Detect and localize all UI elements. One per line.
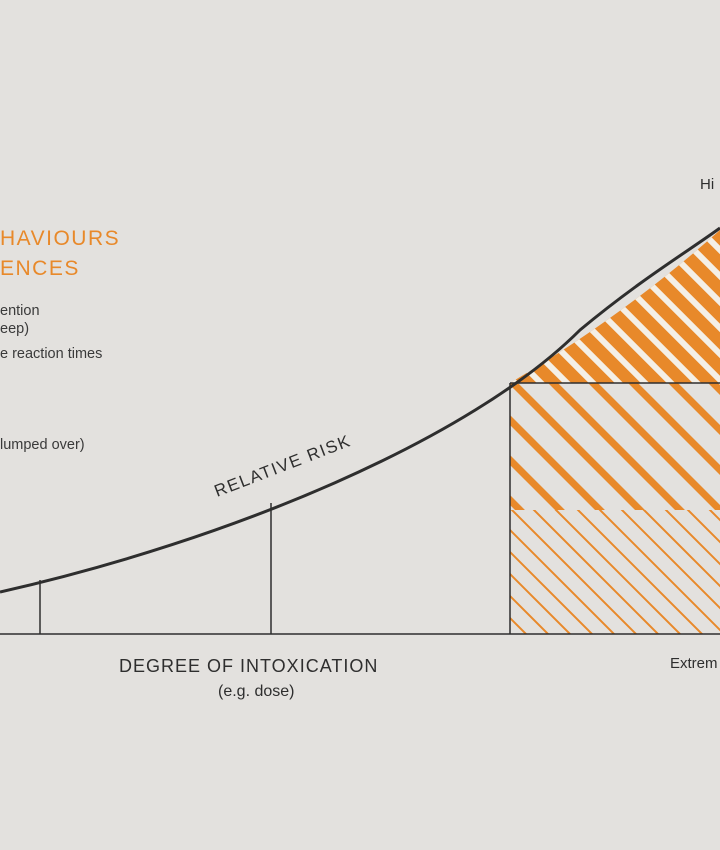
- legend-item-3: e reaction times: [0, 346, 103, 362]
- legend-item-2: eep): [0, 321, 30, 337]
- lowStripes-stripe: [348, 500, 488, 640]
- lowStripes-stripe: [655, 510, 720, 634]
- legend-heading-line2: ENCES: [0, 257, 80, 280]
- lowStripes-stripe: [304, 500, 444, 640]
- lowStripes-stripe: [510, 510, 577, 634]
- medium-risk-hatch: [510, 383, 720, 510]
- midStripes-stripe: [617, 383, 720, 510]
- lowStripes-stripe: [260, 500, 400, 640]
- upperStripes-stripe: [510, 230, 613, 383]
- lowStripes-stripe: [510, 510, 599, 634]
- upperStripes-stripe: [510, 230, 535, 383]
- relative-risk-curve: [0, 226, 720, 594]
- upperStripes-stripe: [510, 230, 587, 383]
- lowStripes-stripe: [326, 500, 466, 640]
- lowStripes-stripe: [510, 510, 533, 634]
- lowStripes-stripe: [523, 510, 665, 634]
- upperStripes-stripe: [300, 220, 480, 400]
- x-axis-label: DEGREE OF INTOXICATION: [119, 656, 379, 676]
- top-right-label: Hi: [700, 176, 715, 193]
- midStripes-stripe: [510, 383, 533, 510]
- midStripes-stripe: [537, 383, 693, 510]
- upperStripes-stripe: [326, 220, 506, 400]
- lowStripes-stripe: [282, 500, 422, 640]
- lowStripes-stripe: [611, 510, 720, 634]
- lowStripes-stripe: [510, 510, 643, 634]
- lowStripes-stripe: [633, 510, 720, 634]
- curve-label: RELATIVE RISK: [212, 431, 354, 501]
- high-risk-hatch: [300, 220, 720, 400]
- legend-item-1: ention: [0, 303, 40, 319]
- lowStripes-stripe: [510, 510, 555, 634]
- midStripes-stripe: [577, 383, 720, 510]
- legend-item-4: lumped over): [0, 437, 85, 453]
- lowStripes-stripe: [567, 510, 709, 634]
- lowStripes-stripe: [677, 510, 720, 634]
- midStripes-stripe: [657, 383, 720, 510]
- low-risk-hatch: [260, 500, 720, 640]
- midStripes-stripe: [510, 383, 573, 510]
- midStripes-stripe: [510, 383, 613, 510]
- lowStripes-stripe: [545, 510, 687, 634]
- midStripes-stripe: [510, 383, 653, 510]
- x-axis-right-label: Extrem: [670, 655, 718, 672]
- lowStripes-stripe: [510, 510, 621, 634]
- legend-heading-line1: HAVIOURS: [0, 227, 121, 250]
- x-axis-sublabel: (e.g. dose): [218, 683, 295, 700]
- lowStripes-stripe: [589, 510, 720, 634]
- lowStripes-stripe: [510, 510, 511, 634]
